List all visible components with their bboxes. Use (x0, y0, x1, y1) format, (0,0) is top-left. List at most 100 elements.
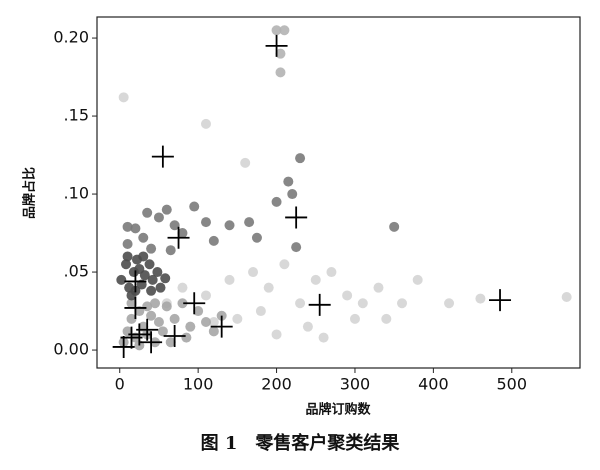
centroid (163, 325, 186, 348)
point (126, 298, 137, 309)
x-tick-label: 500 (497, 375, 528, 394)
y-axis-label: 品牌占比 (22, 167, 38, 219)
point (271, 196, 282, 207)
x-tick-label: 400 (418, 375, 449, 394)
centroid (308, 293, 331, 316)
point (263, 282, 274, 293)
point (200, 118, 211, 129)
point (232, 313, 243, 324)
point (255, 306, 266, 317)
point (122, 238, 133, 249)
point (342, 290, 353, 301)
y-tick-label: .15 (64, 106, 89, 125)
point (248, 267, 259, 278)
point (295, 298, 306, 309)
point (189, 201, 200, 212)
point (271, 25, 282, 36)
point (208, 326, 219, 337)
centroid (124, 270, 147, 293)
point (412, 274, 423, 285)
point (185, 321, 196, 332)
centroid (151, 145, 174, 168)
point (291, 242, 302, 253)
point (181, 332, 192, 343)
point (208, 316, 219, 327)
point (152, 267, 163, 278)
point (200, 316, 211, 327)
centroid (210, 315, 233, 338)
centroid (128, 323, 151, 346)
point (169, 220, 180, 231)
y-tick-label: 0.20 (53, 28, 89, 47)
point (177, 228, 188, 239)
point (251, 232, 262, 243)
centroid (140, 331, 163, 354)
x-tick-label: 200 (261, 375, 292, 394)
y-tick-label: 0.00 (53, 340, 89, 359)
point (275, 67, 286, 78)
y-tick-label: .05 (64, 262, 89, 281)
point (287, 189, 298, 200)
x-axis-label: 品牌订购数 (305, 402, 371, 418)
point (310, 274, 321, 285)
point (134, 263, 145, 274)
centroid (124, 296, 147, 319)
centroid (183, 292, 206, 315)
y-tick-label: .10 (64, 184, 89, 203)
point (138, 251, 149, 262)
point (381, 313, 392, 324)
point (389, 221, 400, 232)
point (302, 321, 313, 332)
point (147, 274, 158, 285)
point (155, 282, 166, 293)
point (295, 153, 306, 164)
point (200, 217, 211, 228)
point (146, 310, 157, 321)
point (349, 313, 360, 324)
point (200, 290, 211, 301)
point (161, 301, 172, 312)
point (153, 316, 164, 327)
x-tick-label: 0 (115, 375, 125, 394)
point (126, 313, 137, 324)
point (177, 298, 188, 309)
point (397, 298, 408, 309)
point (157, 326, 168, 337)
point (373, 282, 384, 293)
point (142, 301, 153, 312)
point (144, 259, 155, 270)
point (357, 298, 368, 309)
centroid (167, 226, 190, 249)
point (271, 329, 282, 340)
caption: 图 1 零售客户聚类结果 (201, 432, 401, 454)
point (150, 298, 161, 309)
centroid (112, 335, 135, 358)
point (279, 25, 290, 36)
point (244, 217, 255, 228)
point (161, 204, 172, 215)
point (138, 232, 149, 243)
point (561, 292, 572, 303)
x-tick-label: 100 (183, 375, 214, 394)
point (122, 221, 133, 232)
point (126, 290, 137, 301)
point (193, 306, 204, 317)
point (142, 207, 153, 218)
centroid (489, 289, 512, 312)
point (160, 273, 171, 284)
point (122, 251, 133, 262)
point (318, 332, 329, 343)
point (208, 235, 219, 246)
point (275, 48, 286, 59)
x-tick-label: 300 (340, 375, 371, 394)
point (121, 259, 132, 270)
point (165, 245, 176, 256)
point (146, 285, 157, 296)
point (153, 212, 164, 223)
point (146, 243, 157, 254)
centroid (285, 206, 308, 229)
point (169, 313, 180, 324)
point (475, 293, 486, 304)
point (224, 274, 235, 285)
